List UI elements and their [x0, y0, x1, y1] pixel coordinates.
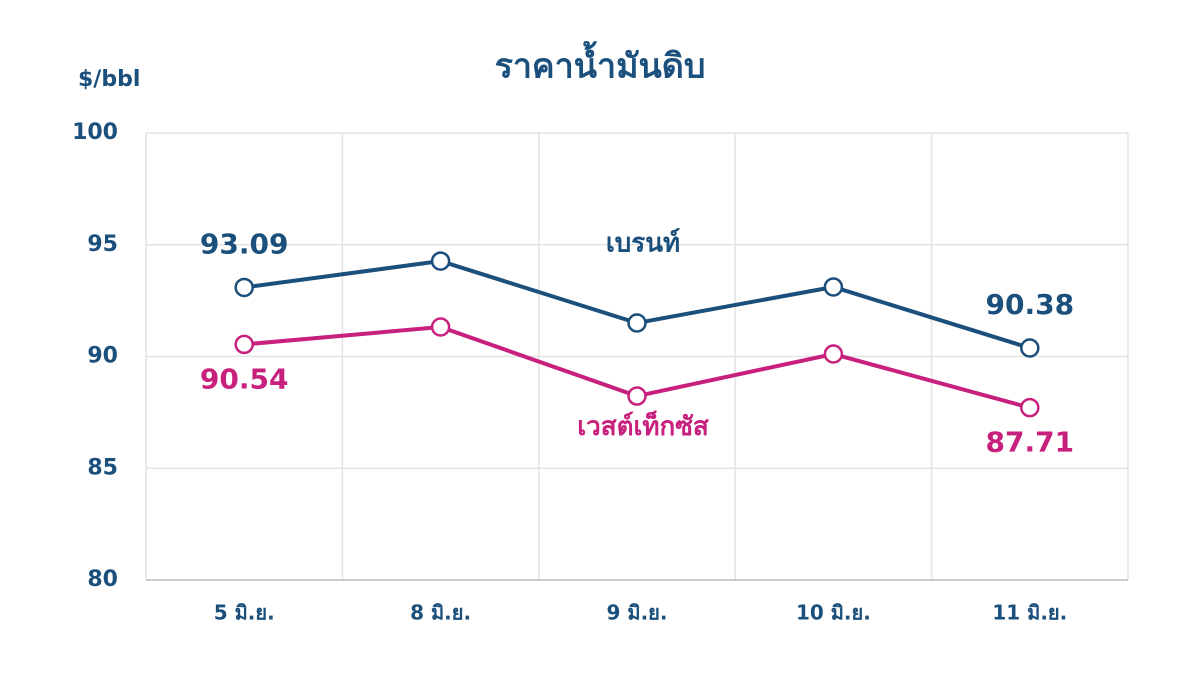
- y-tick-label: 90: [87, 344, 118, 369]
- y-tick-label: 85: [87, 455, 118, 480]
- data-point: [1020, 338, 1040, 358]
- data-label: 87.71: [986, 426, 1075, 459]
- data-point: [234, 334, 254, 355]
- x-tick-label: 5 มิ.ย.: [214, 601, 275, 625]
- series-label: เวสต์เท็กซัส: [577, 410, 709, 442]
- data-point: [627, 313, 647, 333]
- chart-title: ราคาน้ำมันดิบ: [495, 41, 706, 87]
- x-tick-label: 9 มิ.ย.: [607, 601, 668, 625]
- y-tick-label: 100: [72, 120, 118, 145]
- x-tick-label: 10 มิ.ย.: [796, 601, 871, 625]
- data-point: [1020, 397, 1040, 418]
- data-point: [234, 277, 254, 298]
- data-point: [430, 317, 451, 337]
- data-label: 93.09: [200, 227, 289, 260]
- data-point: [823, 344, 844, 364]
- y-tick-label: 80: [87, 567, 118, 592]
- y-axis-label: $/bbl: [78, 67, 140, 92]
- data-point: [823, 277, 844, 297]
- y-tick-label: 95: [87, 232, 118, 257]
- series-label: เบรนท์: [606, 228, 680, 259]
- data-point: [627, 386, 647, 406]
- data-point: [430, 251, 451, 271]
- data-label: 90.38: [986, 288, 1075, 321]
- x-tick-label: 11 มิ.ย.: [992, 601, 1067, 625]
- data-label: 90.54: [200, 362, 289, 395]
- x-tick-label: 8 มิ.ย.: [410, 601, 471, 625]
